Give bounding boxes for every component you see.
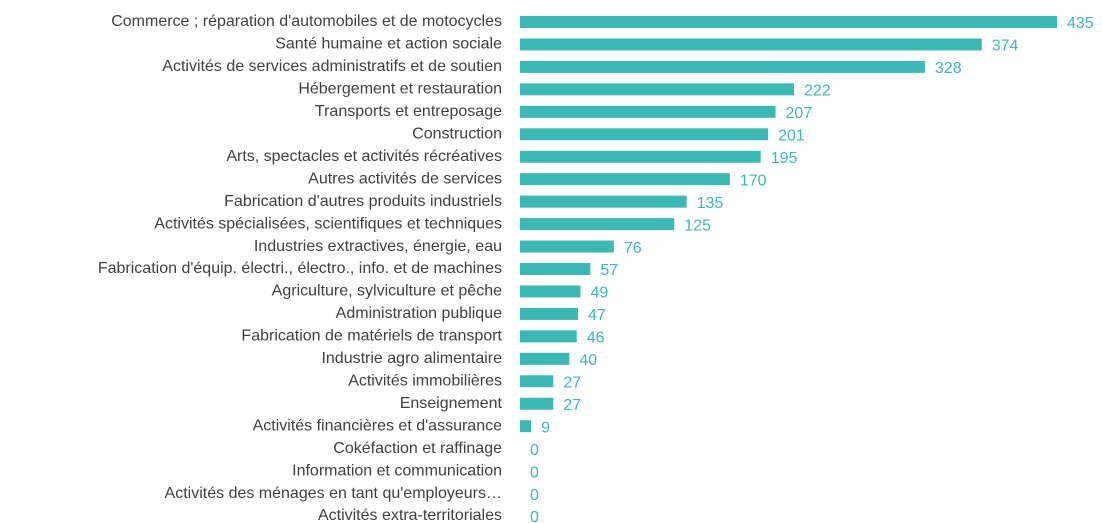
category-label: Fabrication d'équip. électri., électro.,… <box>98 260 502 277</box>
bar <box>520 375 554 388</box>
bar <box>520 420 532 433</box>
value-label: 374 <box>992 38 1019 55</box>
value-label: 135 <box>697 195 724 212</box>
category-label: Activités des ménages en tant qu'employe… <box>165 485 502 502</box>
bar <box>520 285 581 298</box>
category-label: Activités immobilières <box>348 372 502 389</box>
value-label: 435 <box>1067 15 1094 32</box>
category-label: Activités financières et d'assurance <box>253 417 503 434</box>
category-label: Santé humaine et action sociale <box>275 36 502 53</box>
bar <box>520 263 591 275</box>
bar <box>520 397 554 410</box>
value-label: 170 <box>740 172 767 189</box>
value-label: 57 <box>600 262 618 279</box>
value-label: 195 <box>771 150 798 167</box>
bar <box>520 16 1057 28</box>
category-label: Commerce ; réparation d'automobiles et d… <box>111 13 502 30</box>
bar <box>520 105 776 118</box>
category-label: Fabrication d'autres produits industriel… <box>224 193 502 210</box>
category-label: Cokéfaction et raffinage <box>333 440 502 457</box>
bar <box>520 240 614 253</box>
value-label: 0 <box>530 464 539 481</box>
category-label: Industrie agro alimentaire <box>321 350 502 367</box>
category-label: Agriculture, sylviculture et pêche <box>272 283 502 300</box>
bar <box>520 330 577 343</box>
value-label: 76 <box>624 240 642 257</box>
category-label: Activités spécialisées, scientifiques et… <box>154 215 502 232</box>
category-label: Arts, spectacles et activités récréative… <box>226 148 502 165</box>
bar <box>520 128 769 141</box>
value-label: 125 <box>684 217 711 234</box>
bar <box>520 173 730 186</box>
value-label: 201 <box>778 127 805 144</box>
value-label: 27 <box>563 397 581 414</box>
category-label: Administration publique <box>336 305 502 322</box>
category-label: Hébergement et restauration <box>298 81 502 98</box>
category-label: Enseignement <box>400 395 503 412</box>
bar <box>520 195 687 208</box>
value-label: 9 <box>541 419 550 436</box>
value-label: 47 <box>588 307 606 324</box>
bar <box>520 60 925 73</box>
bar <box>520 218 675 231</box>
value-label: 49 <box>590 285 608 302</box>
value-label: 0 <box>530 509 539 523</box>
value-label: 0 <box>530 442 539 459</box>
bar <box>520 38 982 51</box>
category-label: Information et communication <box>292 462 502 479</box>
value-label: 46 <box>587 330 605 347</box>
category-label: Autres activités de services <box>308 170 502 187</box>
value-label: 40 <box>579 352 597 369</box>
category-label: Construction <box>412 125 502 142</box>
category-label: Industries extractives, énergie, eau <box>254 238 502 255</box>
bar <box>520 83 795 96</box>
category-label: Transports et entreposage <box>315 103 502 120</box>
bar <box>520 150 761 163</box>
bar <box>520 352 570 365</box>
category-label: Fabrication de matériels de transport <box>241 328 502 345</box>
value-label: 27 <box>563 374 581 391</box>
value-label: 222 <box>804 83 831 100</box>
category-label: Activités de services administratifs et … <box>162 58 502 75</box>
bar <box>520 307 579 320</box>
value-label: 328 <box>935 60 962 77</box>
value-label: 0 <box>530 487 539 504</box>
value-label: 207 <box>786 105 813 122</box>
category-label: Activités extra-territoriales <box>318 507 502 523</box>
